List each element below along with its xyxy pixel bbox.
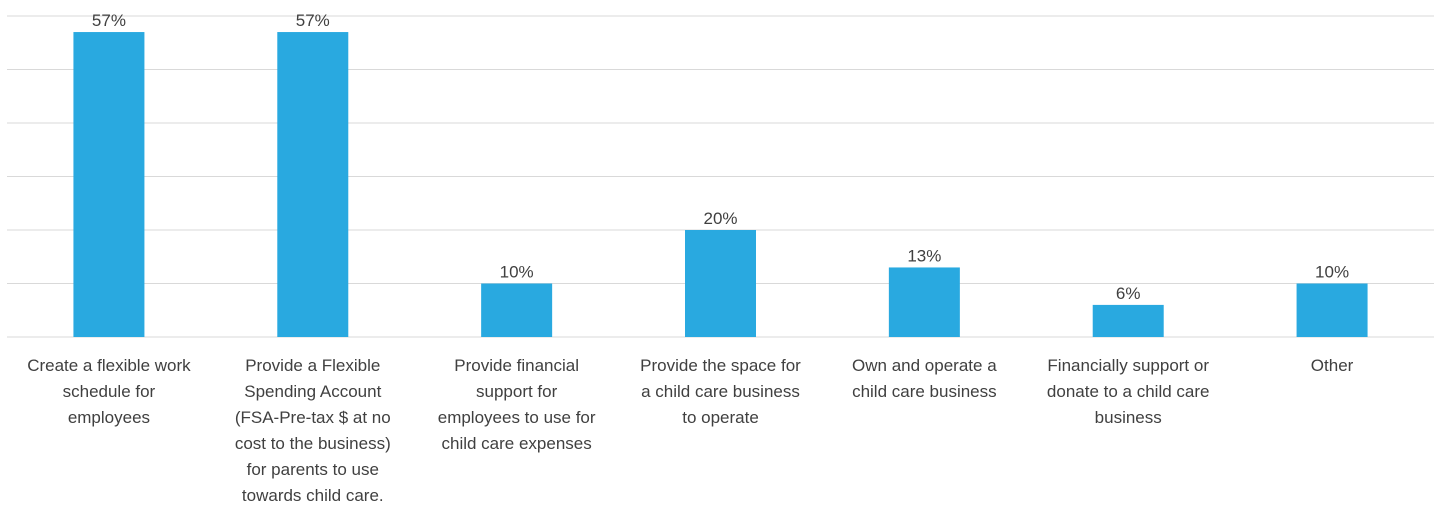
data-label: 20% — [703, 209, 737, 228]
data-label: 57% — [296, 11, 330, 30]
data-label: 10% — [500, 263, 534, 282]
bar — [481, 283, 553, 337]
bars — [73, 32, 1368, 338]
data-label: 13% — [907, 246, 941, 265]
category-labels: Create a flexible work schedule for employ… — [27, 356, 1353, 505]
data-label: 10% — [1315, 263, 1349, 282]
category-label: Financially support or donate to a child … — [1047, 356, 1210, 427]
category-label: Provide a Flexible Spending Account (FSA-P… — [235, 356, 391, 505]
data-label: 6% — [1116, 284, 1141, 303]
category-label: Own and operate a child care business — [852, 356, 997, 401]
bar — [73, 32, 145, 338]
bar — [1092, 304, 1164, 337]
data-labels: 57% 57% 10% 20% 13% 6% 10% — [92, 11, 1349, 303]
bar — [685, 230, 756, 337]
category-label: Provide financial support for employees to… — [438, 356, 596, 453]
bar — [1296, 283, 1368, 337]
category-label: Create a flexible work schedule for employ… — [27, 356, 191, 427]
category-label: Provide the space for a child care busine… — [640, 356, 801, 427]
data-label: 57% — [92, 11, 126, 30]
bar — [888, 267, 960, 337]
bar — [277, 32, 349, 338]
category-label: Other — [1311, 356, 1354, 375]
